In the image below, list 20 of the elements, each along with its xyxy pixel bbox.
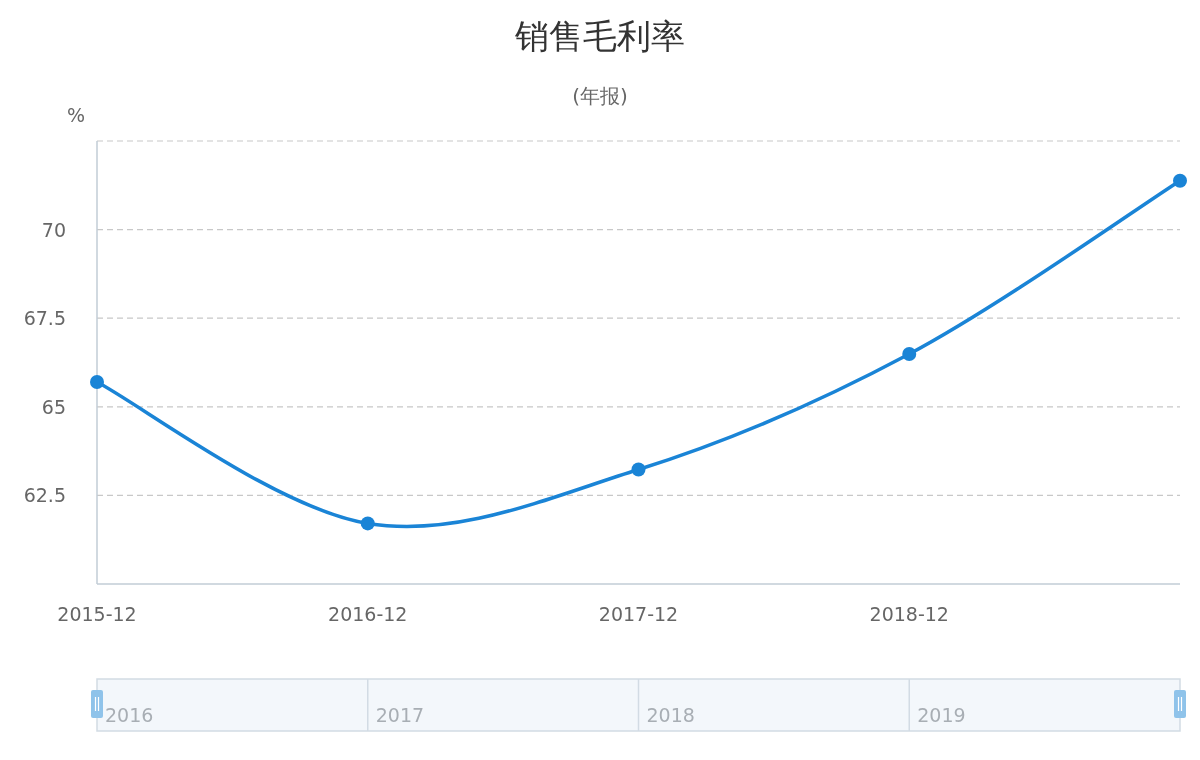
y-tick-label: 65: [41, 395, 66, 418]
point: [1173, 173, 1187, 188]
y-axis-title: %: [66, 104, 86, 126]
chart-title: 销售毛利率: [514, 16, 685, 56]
point: [360, 516, 375, 531]
x-tick-label: 2015-12: [57, 603, 137, 625]
text: 2019: [917, 704, 966, 726]
y-tick-label: 62.5: [23, 484, 66, 507]
point: [902, 346, 917, 361]
y-tick-label: 67.5: [23, 307, 66, 330]
text: 2016: [105, 704, 154, 726]
text: 2018: [646, 704, 695, 726]
x-tick-label: 2018-12: [869, 603, 949, 625]
chart-subtitle: (年报): [572, 84, 628, 108]
y-tick-label: 70: [41, 218, 66, 241]
x-tick-label: 2017-12: [598, 603, 679, 625]
x-tick-label: 2016-12: [328, 603, 408, 625]
point: [631, 462, 646, 477]
text: 2017: [375, 704, 425, 726]
point: [90, 374, 104, 389]
